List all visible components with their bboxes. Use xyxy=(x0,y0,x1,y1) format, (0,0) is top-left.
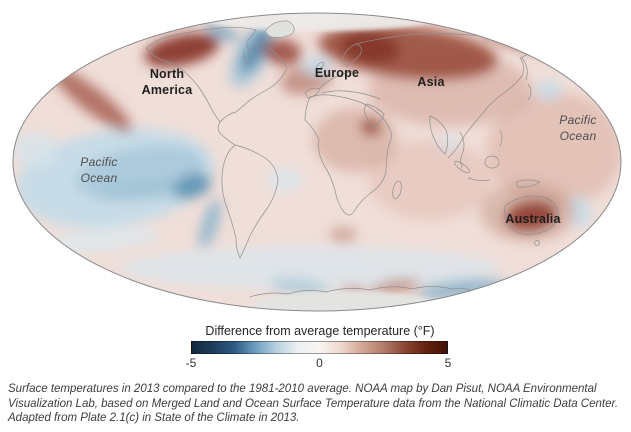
anomaly-shading xyxy=(13,13,621,311)
map-label-pacific-ocean-west: Pacific Ocean xyxy=(80,155,118,185)
legend-tick-max: 5 xyxy=(444,356,452,370)
legend-tick-min: -5 xyxy=(185,356,197,370)
globe-outline xyxy=(12,12,622,312)
map-label-australia: Australia xyxy=(505,212,561,226)
legend-tick-mid: 0 xyxy=(316,356,323,370)
figure-caption: Surface temperatures in 2013 compared to… xyxy=(8,383,619,424)
world-map-svg xyxy=(12,12,622,312)
no-data-regions xyxy=(205,13,440,311)
map-label-north-america: North America xyxy=(141,67,193,97)
map-label-asia: Asia xyxy=(417,75,445,89)
world-map: North America Europe Asia Australia Paci… xyxy=(12,12,622,312)
colorbar-gradient xyxy=(191,341,448,354)
map-label-pacific-ocean-east: Pacific Ocean xyxy=(559,113,597,143)
legend-ticks: -5 0 5 xyxy=(186,356,452,372)
color-legend: Difference from average temperature (°F)… xyxy=(0,320,631,380)
coastlines xyxy=(145,20,593,298)
legend-title: Difference from average temperature (°F) xyxy=(205,324,435,338)
map-label-europe: Europe xyxy=(314,66,360,80)
